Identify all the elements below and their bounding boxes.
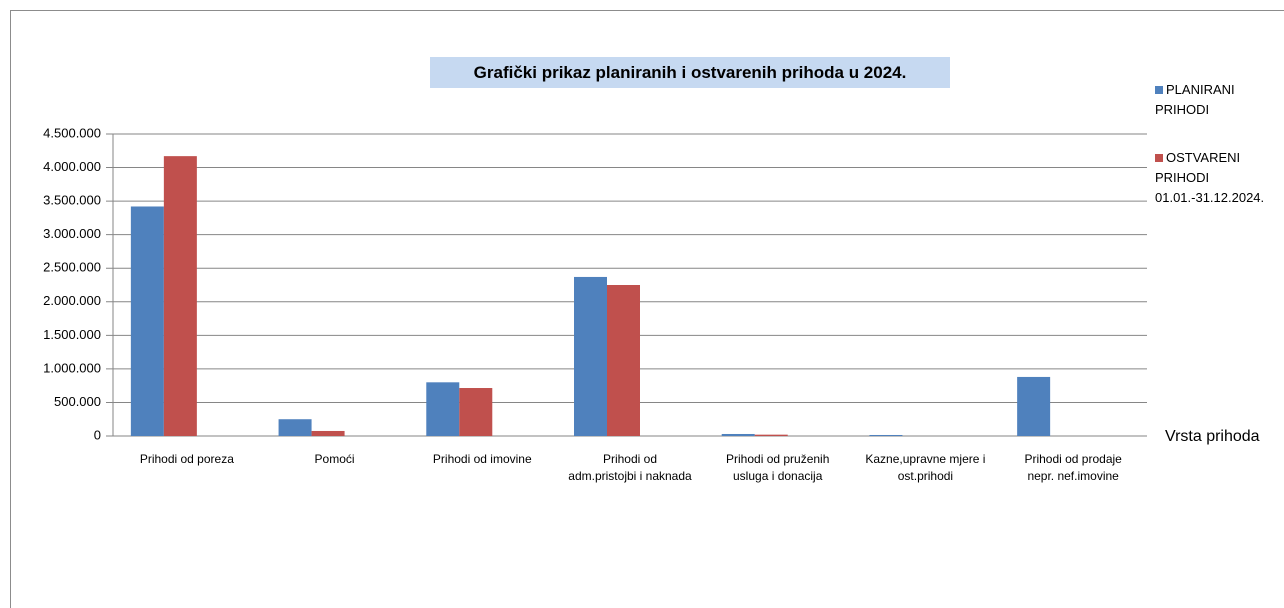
bar bbox=[754, 434, 788, 436]
y-tick-label: 4.500.000 bbox=[43, 125, 101, 140]
bar bbox=[574, 276, 607, 436]
y-tick-label: 1.000.000 bbox=[43, 360, 101, 375]
y-tick-label: 3.500.000 bbox=[43, 193, 101, 208]
legend-item: OSTVARENI PRIHODI 01.01.-31.12.2024. bbox=[1155, 148, 1265, 208]
legend-label: OSTVARENI PRIHODI 01.01.-31.12.2024. bbox=[1155, 150, 1265, 205]
legend-swatch bbox=[1155, 86, 1163, 94]
x-tick-label: Prihodi od pruženih usluga i donacija bbox=[726, 452, 830, 483]
x-tick-label: Prihodi od prodaje nepr. nef.imovine bbox=[1024, 452, 1122, 483]
chart-frame bbox=[10, 10, 1284, 608]
bar bbox=[163, 156, 197, 436]
x-tick-label: Pomoći bbox=[314, 452, 355, 466]
legend-label: PLANIRANI PRIHODI bbox=[1155, 82, 1235, 117]
y-tick-label: 2.000.000 bbox=[43, 293, 101, 308]
bar bbox=[607, 285, 640, 436]
legend-swatch bbox=[1155, 154, 1163, 162]
x-tick-label: Kazne,upravne mjere i ost.prihodi bbox=[865, 452, 986, 483]
bar bbox=[1017, 376, 1051, 436]
y-tick-label: 1.500.000 bbox=[43, 327, 101, 342]
x-axis-title: Vrsta prihoda bbox=[1165, 428, 1260, 445]
x-tick-label: Prihodi od adm.pristojbi i naknada bbox=[568, 452, 692, 483]
bar bbox=[426, 382, 460, 436]
bar bbox=[869, 434, 903, 436]
x-tick-label: Prihodi od poreza bbox=[139, 452, 234, 466]
bar bbox=[130, 206, 164, 436]
bar bbox=[278, 419, 312, 436]
bar bbox=[311, 430, 345, 436]
y-tick-label: 3.000.000 bbox=[43, 226, 101, 241]
y-tick-label: 4.000.000 bbox=[43, 159, 101, 174]
bar bbox=[459, 388, 493, 436]
y-tick-label: 2.500.000 bbox=[43, 260, 101, 275]
legend-item: PLANIRANI PRIHODI bbox=[1155, 80, 1265, 120]
y-tick-label: 500.000 bbox=[54, 394, 101, 409]
chart-title: Grafički prikaz planiranih i ostvarenih … bbox=[430, 57, 950, 88]
x-tick-label: Prihodi od imovine bbox=[432, 452, 532, 466]
bar bbox=[721, 433, 755, 436]
y-tick-label: 0 bbox=[94, 427, 101, 442]
